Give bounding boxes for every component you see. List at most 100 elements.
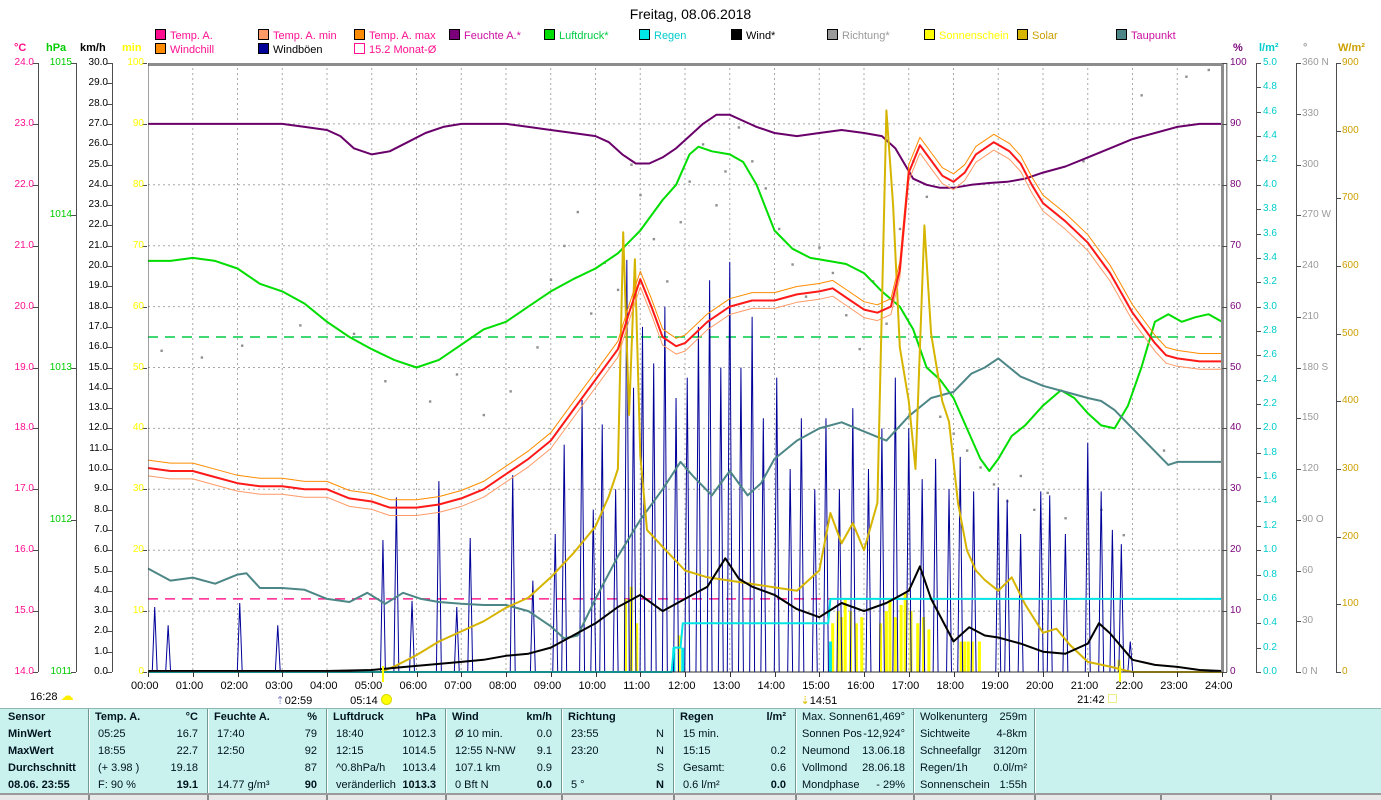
legend-label: Regen [654, 30, 687, 42]
axis-tick [33, 550, 38, 552]
axis-tick-label: 800 [1342, 124, 1359, 136]
axis-tick-label: 17.0 [14, 483, 34, 495]
axis-tick-label: 1012 [49, 513, 72, 525]
axis-tick-label: 4.0 [1263, 178, 1277, 190]
axis-tick-label: 20.0 [88, 260, 108, 271]
axis-tick [1256, 209, 1261, 211]
time-tick [148, 672, 149, 677]
axis-tick [107, 286, 112, 288]
axis-tick [1296, 418, 1301, 420]
axis-tick [1222, 184, 1227, 186]
axis-tick-label: 1015 [49, 57, 72, 68]
time-tick-label: 06:00 [399, 680, 428, 692]
axis-tick [1336, 536, 1341, 538]
axis-tick-label: 27.0 [88, 117, 108, 129]
info-value: 28.06.18 [862, 762, 905, 774]
cloud-time-annotation: 16:28 ☁ [30, 688, 74, 703]
sunset-sun-icon [1107, 694, 1117, 703]
axis-tick-label: 0 [138, 666, 144, 677]
strip-separator [326, 795, 328, 800]
column-temp-a- [88, 709, 207, 793]
axis-tick-label: 30 [132, 483, 144, 495]
axis-tick [1296, 672, 1301, 673]
axis-tick-label: 4.8 [1263, 81, 1277, 93]
axis-tick-label: 20.0 [14, 300, 34, 312]
axis-tick-label: 270 W [1302, 209, 1331, 221]
axis-tick-label: 13.0 [88, 402, 108, 414]
axis-tick-label: 3.2 [1263, 276, 1277, 288]
axis-tick [142, 63, 147, 64]
stat-time: 5 ° [571, 779, 585, 791]
info-label: Vollmond [802, 762, 848, 774]
time-tick-label: 05:00 [354, 680, 383, 692]
axis-tick-label: 600 [1342, 260, 1359, 271]
row-label: 08.06. 23:55 [8, 779, 70, 791]
stat-value: 19.18 [170, 762, 198, 774]
axis-tick [1256, 111, 1261, 113]
time-tick-label: 15:00 [802, 680, 830, 692]
time-tick-label: 12:00 [668, 680, 696, 692]
axis-tick [1256, 501, 1261, 503]
axis-tick [107, 326, 112, 328]
time-tick-label: 18:00 [936, 680, 965, 692]
axis-tick-label: 1.0 [94, 645, 108, 657]
stat-value: 1014.5 [402, 745, 436, 757]
axis-unit-min: min [122, 42, 142, 54]
axis-tick-label: 24.0 [14, 57, 34, 68]
time-tick [1132, 672, 1134, 677]
legend-color-box [1116, 29, 1127, 40]
axis-tick-label: 700 [1342, 192, 1359, 204]
stat-time: 12:50 [217, 745, 245, 757]
time-tick-label: 21:00 [1070, 680, 1099, 692]
series-feuchte-a- [148, 113, 1222, 189]
sunrise-marker [382, 666, 385, 682]
stat-time: F: 90 % [98, 779, 136, 791]
axis-tick [71, 63, 76, 64]
time-tick-label: 24:00 [1205, 680, 1233, 692]
axis-tick-label: 70 [132, 239, 144, 251]
column-regen [673, 709, 795, 793]
axis-tick-label: 50 [1230, 361, 1242, 373]
info-column-1 [913, 709, 1035, 793]
axis-tick [33, 245, 38, 247]
stat-value: 0.0 [770, 779, 786, 791]
axis-tick-label: 900 [1342, 57, 1359, 68]
legend-label: 15.2 Monat-Ø [369, 44, 437, 56]
moonrise-icon: ⇡ [275, 695, 285, 707]
strip-separator [1160, 795, 1162, 800]
axis-tick-label: 5.0 [1263, 57, 1277, 68]
time-tick-label: 01:00 [175, 680, 204, 692]
time-tick-label: 07:00 [444, 680, 472, 692]
axis-tick [1256, 257, 1261, 259]
axis-tick [1222, 611, 1227, 613]
info-label: Sonnen Pos [802, 728, 862, 740]
axis-tick [107, 245, 112, 247]
legend-label: Windböen [273, 44, 323, 56]
axis-tick [33, 489, 38, 491]
axis-tick-label: 80 [132, 178, 144, 190]
info-label: Schneefallgr [920, 745, 982, 757]
legend-item-temp-a-: Temp. A. [155, 29, 213, 42]
legend-item-temp-a-min: Temp. A. min [258, 29, 337, 42]
time-tick [237, 672, 239, 677]
row-label: MinWert [8, 728, 52, 740]
strip-separator [795, 795, 797, 800]
axis-tick-label: 15.0 [88, 361, 108, 373]
axis-tick [1256, 647, 1261, 649]
axis-tick [1256, 477, 1261, 479]
stats-table: Sensor MinWert MaxWert Durchschnitt 08.06. 2… [0, 708, 1381, 793]
time-tick [192, 672, 194, 677]
series-temp-a-max [148, 133, 1222, 501]
axis-unit-hpa: hPa [46, 42, 67, 54]
axis-tick [107, 651, 112, 653]
time-tick-label: 02:00 [220, 680, 249, 692]
series-wind [148, 557, 1223, 672]
info-value: 1:55h [999, 779, 1027, 791]
axis-tick [107, 489, 112, 491]
axis-tick-label: 300 [1342, 463, 1359, 474]
info-value: 61,469° [866, 711, 905, 723]
axis-tick-label: 11.0 [89, 442, 108, 454]
series-taupunkt [148, 357, 1222, 640]
axis-tick-label: 210 [1302, 310, 1319, 322]
stat-time: 23:20 [571, 745, 599, 757]
